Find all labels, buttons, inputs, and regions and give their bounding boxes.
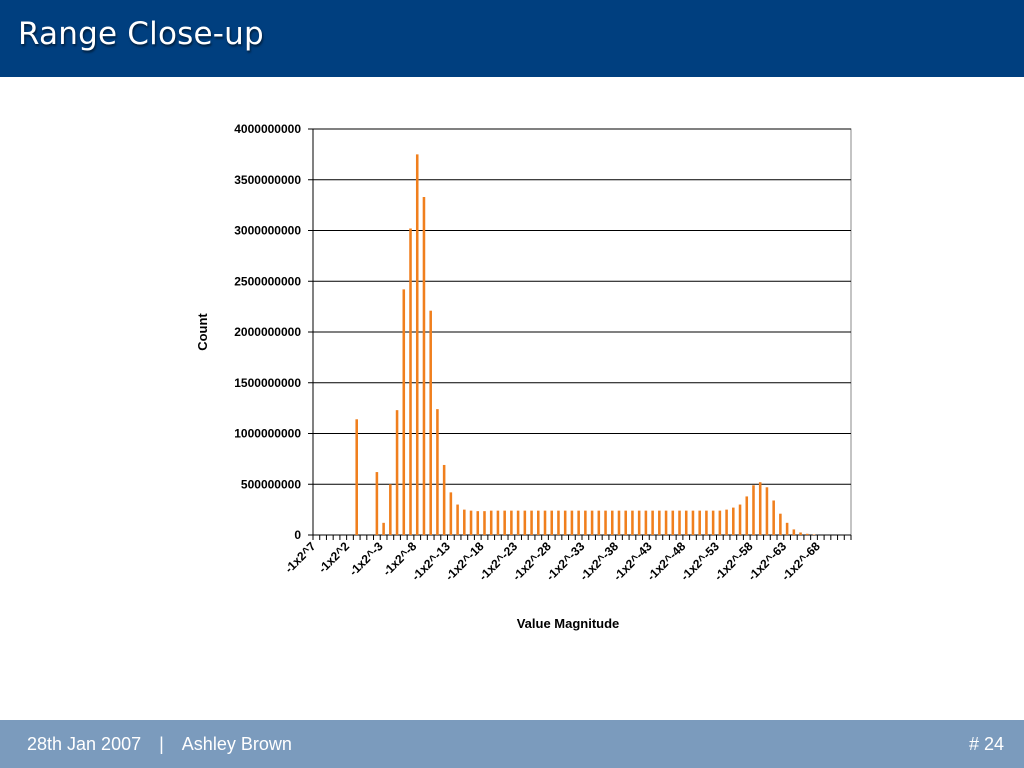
y-tick-label: 1500000000 [234,376,301,390]
bar [604,510,607,535]
bar [563,510,567,535]
bar [489,510,493,535]
bar [415,154,419,535]
bar [671,510,675,535]
bar [449,492,453,535]
bar [389,484,392,535]
y-axis-title: Count [195,313,210,351]
bar [516,510,520,535]
y-tick-label: 4000000000 [234,122,301,136]
bar [402,289,406,535]
bar [550,510,554,535]
bar [651,510,654,535]
x-tick-label: -1x2^-3 [346,539,386,579]
bar [483,511,486,535]
bar [758,482,762,535]
bar [382,522,385,535]
x-tick-label: -1x2^7 [282,539,319,576]
y-tick-label: 500000000 [241,477,301,491]
x-axis-title: Value Magnitude [517,616,620,631]
bar [422,197,426,535]
bar [738,504,742,535]
bar [442,464,446,535]
bar [456,504,459,535]
bar [584,510,587,535]
bar [631,510,634,535]
bar [705,510,708,535]
bar [436,409,439,535]
bar [792,529,796,535]
bar [355,419,358,535]
bar [543,510,547,535]
y-tick-label: 0 [294,528,301,542]
chart-container: 0 500000000 1000000000 1500000000 2000000000… [195,122,852,631]
bar [617,510,621,535]
bar [570,510,574,535]
bar [732,507,735,535]
footer-date: 28th Jan 2007 [27,734,142,754]
bar [765,487,769,535]
bar [644,510,648,535]
bar [530,510,533,535]
bar [610,510,614,535]
bar [577,510,580,535]
bar [637,510,641,535]
bar [557,510,560,535]
bar [395,410,399,535]
bar [691,510,695,535]
bar [375,472,379,535]
bar [664,510,668,535]
bar [523,510,527,535]
bar [537,510,540,535]
bar [496,510,500,535]
bar [476,511,480,535]
y-tick-label: 3000000000 [234,224,301,238]
bar [806,533,809,535]
y-tick-label: 2500000000 [234,274,301,288]
bar [711,510,715,535]
bar [510,510,513,535]
y-tick-label: 2000000000 [234,325,301,339]
bar [745,496,749,535]
bar [590,510,594,535]
bar [429,310,432,535]
bar-chart: 0 500000000 1000000000 1500000000 2000000000… [195,122,852,631]
bar [658,510,661,535]
bar [752,485,755,535]
bar [718,510,722,535]
bar [684,510,688,535]
bar [698,510,701,535]
bar [678,510,681,535]
bar [503,510,506,535]
y-tick-label: 3500000000 [234,173,301,187]
bar [409,228,412,535]
bar [463,509,466,535]
bar [725,509,728,535]
bar [624,510,627,535]
bar [812,534,816,535]
bar [799,532,802,535]
slide-number: # 24 [968,734,1004,754]
footer-info: 28th Jan 2007 | Ashley Brown [27,734,292,755]
bar [785,522,789,535]
bar [772,500,775,535]
bar [469,510,473,535]
footer-bar [0,720,1024,768]
y-tick-label: 1000000000 [234,427,301,441]
bar [779,513,782,535]
title-bar: Range Close-up [0,0,1024,77]
bar [597,510,601,535]
footer-author: Ashley Brown [181,734,292,754]
footer-separator: | [159,734,164,754]
slide-title: Range Close-up [18,16,264,52]
